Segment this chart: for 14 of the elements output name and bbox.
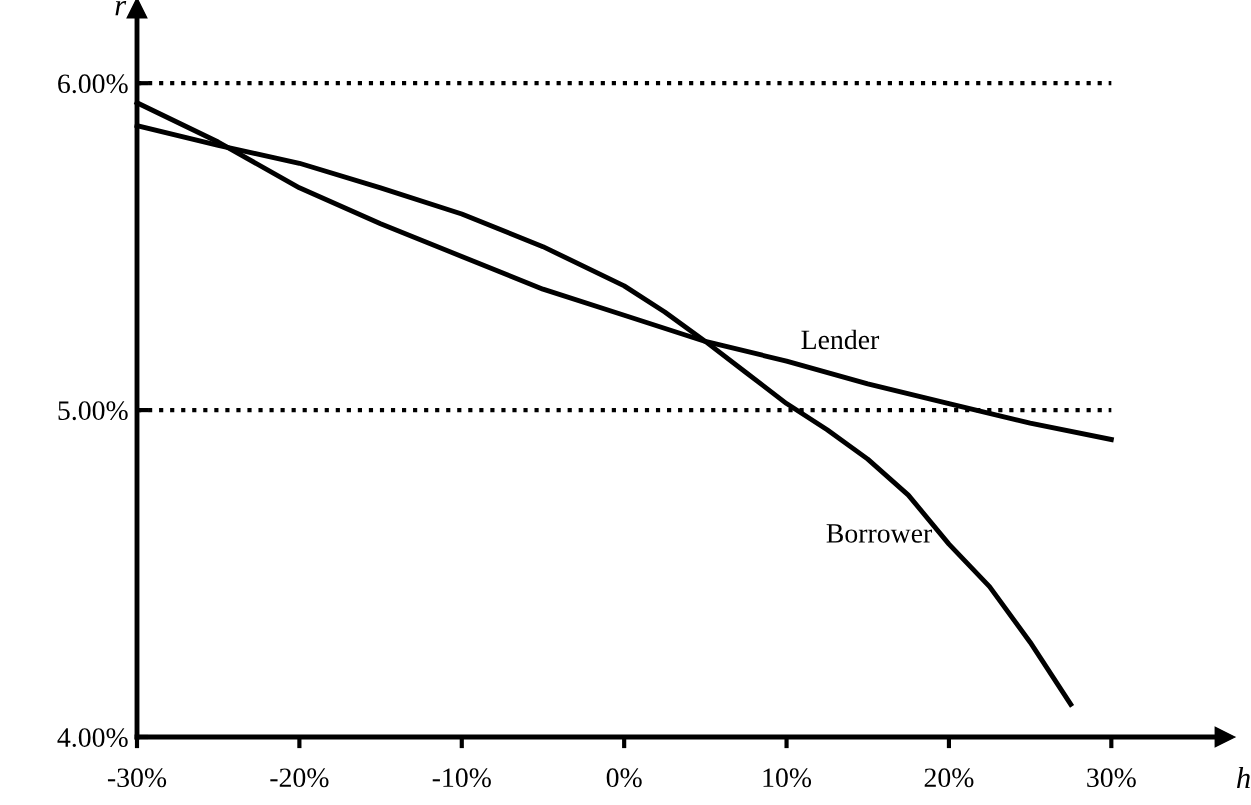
y-axis-title: r: [115, 0, 127, 16]
y-tick-label: 4.00%: [57, 728, 128, 748]
x-tick-label: -10%: [432, 768, 491, 788]
x-axis-title: h: [1236, 766, 1250, 789]
y-tick-label: 5.00%: [58, 401, 128, 421]
x-tick-label: -20%: [270, 768, 329, 788]
series-label: Borrower: [826, 524, 933, 543]
series-label: Lender: [801, 329, 880, 350]
x-tick-label: 0%: [606, 768, 642, 788]
x-tick-label: 20%: [924, 768, 974, 788]
x-tick-label: -30%: [107, 768, 167, 788]
y-tick-label: 6.00%: [58, 74, 128, 94]
x-tick-label: 10%: [763, 768, 812, 788]
x-tick-label: 30%: [1087, 768, 1136, 788]
